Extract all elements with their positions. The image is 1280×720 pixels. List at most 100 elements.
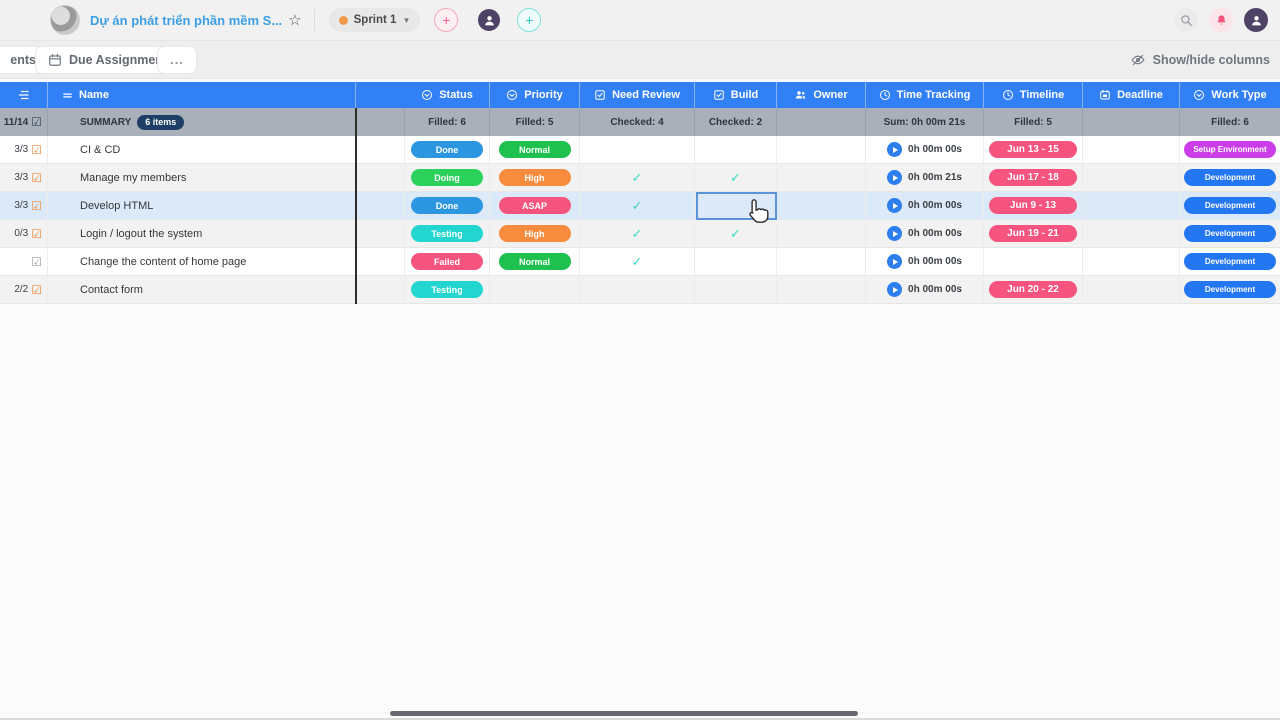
timeline-pill[interactable]: Jun 20 - 22	[989, 281, 1077, 298]
add-sprint-button[interactable]: +	[434, 8, 459, 32]
play-button[interactable]	[887, 142, 903, 157]
status-pill[interactable]: Doing	[411, 169, 483, 186]
header-build[interactable]: Build	[695, 82, 777, 108]
need-review-cell[interactable]: ✓	[580, 164, 695, 191]
timeline-cell[interactable]: Jun 20 - 22	[984, 276, 1083, 303]
build-cell[interactable]	[695, 136, 777, 163]
task-name-cell[interactable]: Login / logout the system	[48, 220, 356, 247]
work-type-cell[interactable]: Development	[1180, 248, 1280, 275]
status-pill[interactable]: Done	[411, 197, 483, 214]
task-name-cell[interactable]: Contact form	[48, 276, 356, 303]
owner-cell[interactable]	[777, 136, 866, 163]
owner-cell[interactable]	[777, 248, 866, 275]
notifications-button[interactable]	[1209, 8, 1233, 32]
search-button[interactable]	[1174, 8, 1198, 32]
play-button[interactable]	[887, 170, 903, 185]
project-avatar[interactable]	[50, 5, 80, 35]
build-cell[interactable]: ✓	[695, 220, 777, 247]
owner-cell[interactable]	[777, 192, 866, 219]
work-type-pill[interactable]: Development	[1184, 281, 1276, 298]
work-type-pill[interactable]: Setup Environment	[1184, 141, 1276, 158]
timeline-cell[interactable]: Jun 19 - 21	[984, 220, 1083, 247]
play-button[interactable]	[887, 254, 903, 269]
time-tracking-cell[interactable]: 0h 00m 00s	[866, 192, 984, 219]
priority-pill[interactable]: High	[498, 225, 571, 242]
status-pill[interactable]: Done	[411, 141, 483, 158]
play-button[interactable]	[887, 282, 903, 297]
status-pill[interactable]: Testing	[411, 281, 483, 298]
member-avatar[interactable]	[478, 9, 501, 31]
timeline-cell[interactable]: Jun 9 - 13	[984, 192, 1083, 219]
time-tracking-cell[interactable]: 0h 00m 21s	[866, 164, 984, 191]
priority-cell[interactable]: Normal	[490, 136, 580, 163]
work-type-cell[interactable]: Development	[1180, 276, 1280, 303]
status-cell[interactable]: Testing	[405, 220, 490, 247]
priority-cell[interactable]	[490, 276, 580, 303]
deadline-cell[interactable]	[1083, 164, 1180, 191]
priority-cell[interactable]: ASAP	[490, 192, 580, 219]
time-tracking-cell[interactable]: 0h 00m 00s	[866, 276, 984, 303]
favorite-star-icon[interactable]: ☆	[288, 12, 302, 29]
time-tracking-cell[interactable]: 0h 00m 00s	[866, 220, 984, 247]
priority-pill[interactable]: Normal	[498, 253, 571, 270]
task-name-cell[interactable]: Manage my members	[48, 164, 356, 191]
status-cell[interactable]: Done	[405, 192, 490, 219]
need-review-cell[interactable]: ✓	[580, 192, 695, 219]
deadline-cell[interactable]	[1083, 248, 1180, 275]
priority-pill[interactable]: ASAP	[498, 197, 571, 214]
owner-cell[interactable]	[777, 164, 866, 191]
deadline-cell[interactable]	[1083, 220, 1180, 247]
timeline-pill[interactable]: Jun 9 - 13	[989, 197, 1077, 214]
build-cell[interactable]	[695, 276, 777, 303]
priority-cell[interactable]: High	[490, 164, 580, 191]
timeline-cell[interactable]: Jun 13 - 15	[984, 136, 1083, 163]
work-type-cell[interactable]: Setup Environment	[1180, 136, 1280, 163]
need-review-cell[interactable]: ✓	[580, 220, 695, 247]
build-cell[interactable]: ✓	[695, 164, 777, 191]
build-cell[interactable]	[695, 248, 777, 275]
status-pill[interactable]: Testing	[411, 225, 483, 242]
need-review-cell[interactable]: ✓	[580, 248, 695, 275]
time-tracking-cell[interactable]: 0h 00m 00s	[866, 248, 984, 275]
task-name-cell[interactable]: CI & CD	[48, 136, 356, 163]
play-button[interactable]	[887, 226, 903, 241]
status-pill[interactable]: Failed	[411, 253, 483, 270]
priority-pill[interactable]: High	[498, 169, 571, 186]
task-name-cell[interactable]: Change the content of home page	[48, 248, 356, 275]
owner-cell[interactable]	[777, 220, 866, 247]
work-type-cell[interactable]: Development	[1180, 164, 1280, 191]
task-name-cell[interactable]: Develop HTML	[48, 192, 356, 219]
work-type-pill[interactable]: Development	[1184, 169, 1276, 186]
priority-cell[interactable]: High	[490, 220, 580, 247]
status-cell[interactable]: Failed	[405, 248, 490, 275]
deadline-cell[interactable]	[1083, 136, 1180, 163]
header-priority[interactable]: Priority	[490, 82, 580, 108]
work-type-pill[interactable]: Development	[1184, 225, 1276, 242]
timeline-pill[interactable]: Jun 19 - 21	[989, 225, 1077, 242]
header-deadline[interactable]: Deadline	[1083, 82, 1180, 108]
horizontal-scrollbar[interactable]	[390, 711, 858, 716]
deadline-cell[interactable]	[1083, 192, 1180, 219]
status-cell[interactable]: Testing	[405, 276, 490, 303]
priority-cell[interactable]: Normal	[490, 248, 580, 275]
need-review-cell[interactable]	[580, 136, 695, 163]
more-views-button[interactable]: ...	[158, 46, 196, 73]
timeline-cell[interactable]: Jun 17 - 18	[984, 164, 1083, 191]
need-review-cell[interactable]	[580, 276, 695, 303]
work-type-cell[interactable]: Development	[1180, 192, 1280, 219]
header-status[interactable]: Status	[405, 82, 490, 108]
header-timeline[interactable]: Timeline	[984, 82, 1083, 108]
sprint-selector[interactable]: Sprint 1 ▼	[328, 8, 421, 32]
work-type-pill[interactable]: Development	[1184, 197, 1276, 214]
time-tracking-cell[interactable]: 0h 00m 00s	[866, 136, 984, 163]
status-cell[interactable]: Doing	[405, 164, 490, 191]
status-cell[interactable]: Done	[405, 136, 490, 163]
priority-pill[interactable]: Normal	[498, 141, 571, 158]
add-member-button[interactable]: +	[517, 8, 542, 32]
timeline-pill[interactable]: Jun 17 - 18	[989, 169, 1077, 186]
work-type-pill[interactable]: Development	[1184, 253, 1276, 270]
frozen-column-divider[interactable]	[355, 108, 357, 304]
work-type-cell[interactable]: Development	[1180, 220, 1280, 247]
timeline-cell[interactable]	[984, 248, 1083, 275]
user-avatar[interactable]	[1244, 8, 1268, 32]
